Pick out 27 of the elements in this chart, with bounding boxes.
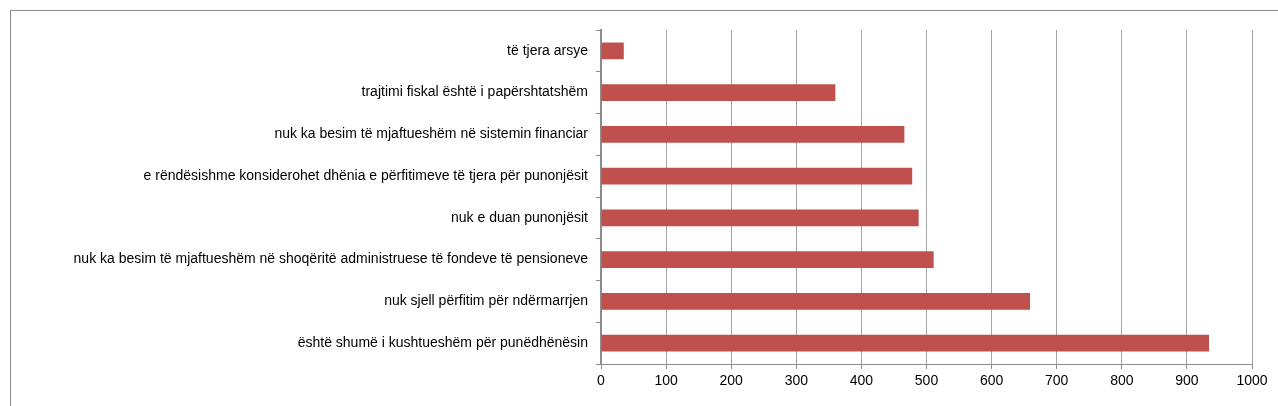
- bar: [601, 84, 836, 101]
- x-tick-label: 800: [1110, 372, 1134, 389]
- bar: [601, 334, 1210, 352]
- bar: [601, 209, 919, 227]
- bar: [601, 126, 905, 143]
- x-tick-label: 100: [654, 372, 678, 389]
- x-tick-label: 1000: [1236, 372, 1268, 389]
- x-tick-label: 700: [1045, 372, 1069, 389]
- x-tick-label: 500: [914, 372, 939, 389]
- y-tick-label: nuk sjell përfitim për ndërmarrjen: [384, 292, 588, 309]
- y-tick-label: është shumë i kushtueshëm për punëdhënësin: [297, 333, 588, 350]
- y-tick-label: nuk ka besim të mjaftueshëm në sistemin financiar: [274, 125, 589, 142]
- bar: [601, 251, 934, 268]
- bar: [601, 42, 624, 60]
- x-tick-label: 200: [719, 372, 744, 389]
- x-tick-label: 300: [784, 372, 809, 389]
- y-tick-label: nuk ka besim të mjaftueshëm në shoqëritë administruese të fondeve të pensioneve: [73, 250, 589, 267]
- y-tick-label: të tjera arsye: [507, 41, 589, 58]
- x-tick-label: 900: [1175, 372, 1199, 389]
- x-tick-label: 600: [979, 372, 1004, 389]
- y-tick-label: nuk e duan punonjësit: [451, 208, 589, 225]
- x-tick-label: 0: [597, 372, 606, 389]
- bar: [601, 293, 1031, 310]
- y-tick-label: e rëndësishme konsiderohet dhënia e përfitimeve të tjera për punonjësit: [143, 166, 589, 183]
- y-tick-label: trajtimi fiskal është i papërshtatshëm: [361, 83, 588, 100]
- x-tick-label: 400: [849, 372, 874, 389]
- bar: [601, 167, 913, 185]
